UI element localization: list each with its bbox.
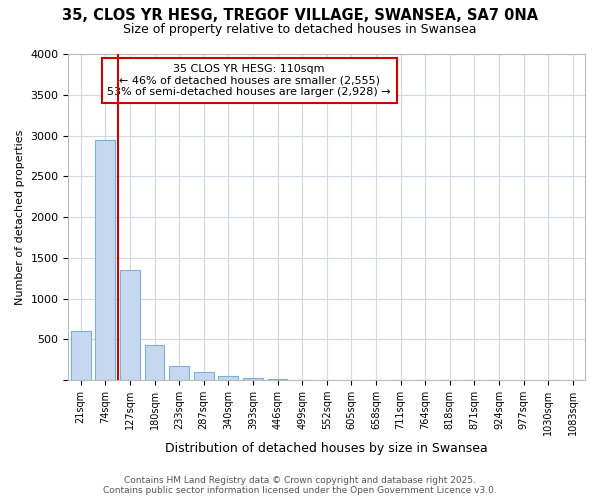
Bar [71, 331, 91, 380]
Bar [145, 345, 164, 380]
Text: Contains HM Land Registry data © Crown copyright and database right 2025.
Contai: Contains HM Land Registry data © Crown c… [103, 476, 497, 495]
Bar [169, 366, 189, 380]
Y-axis label: Number of detached properties: Number of detached properties [15, 130, 25, 304]
Bar [95, 140, 115, 380]
Bar [218, 376, 238, 380]
Text: 35, CLOS YR HESG, TREGOF VILLAGE, SWANSEA, SA7 0NA: 35, CLOS YR HESG, TREGOF VILLAGE, SWANSE… [62, 8, 538, 22]
Bar [194, 372, 214, 380]
Text: Size of property relative to detached houses in Swansea: Size of property relative to detached ho… [123, 22, 477, 36]
Bar [120, 270, 140, 380]
Text: 35 CLOS YR HESG: 110sqm
← 46% of detached houses are smaller (2,555)
53% of semi: 35 CLOS YR HESG: 110sqm ← 46% of detache… [107, 64, 391, 97]
X-axis label: Distribution of detached houses by size in Swansea: Distribution of detached houses by size … [166, 442, 488, 455]
Bar [243, 378, 263, 380]
